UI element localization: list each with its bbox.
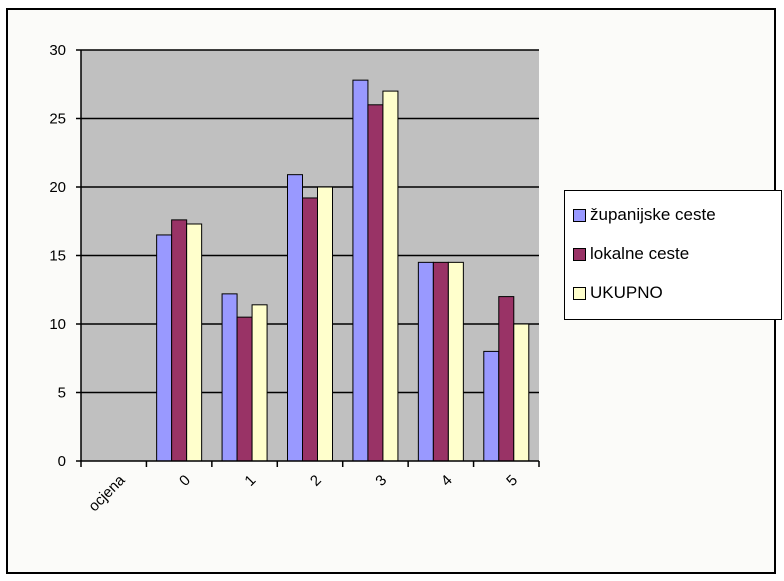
bar: [186, 223, 203, 462]
x-axis-ticks: ocjena 0 1 2 3 4 5: [80, 461, 540, 515]
legend-item: UKUPNO: [573, 283, 663, 303]
bar: [221, 293, 238, 462]
bar: [382, 90, 399, 462]
bar: [483, 350, 500, 462]
y-tick-label: 10: [49, 316, 66, 333]
bar: [498, 296, 515, 462]
legend-item: lokalne ceste: [573, 244, 689, 264]
legend-swatch: [573, 208, 586, 222]
y-tick-label: 30: [49, 42, 66, 59]
x-tick-label: 2: [307, 472, 325, 490]
bar: [251, 304, 268, 462]
bar: [352, 79, 369, 462]
bar: [432, 261, 449, 462]
y-tick-label: 0: [58, 453, 66, 470]
x-tick-label: 0: [176, 472, 194, 490]
bar: [156, 234, 173, 462]
bars: [156, 79, 530, 462]
legend-item: županijske ceste: [573, 205, 716, 225]
x-tick-label: 5: [503, 472, 521, 490]
bar: [447, 261, 464, 462]
legend-label: UKUPNO: [590, 283, 663, 302]
legend-swatch: [573, 247, 586, 261]
legend-label: lokalne ceste: [590, 244, 690, 263]
bar: [236, 316, 253, 462]
x-tick-label: 3: [372, 472, 390, 490]
y-tick-label: 20: [49, 179, 66, 196]
bar: [513, 323, 530, 462]
y-axis-ticks: 0 5 10 15 20 25 30: [49, 42, 81, 470]
bar: [317, 186, 333, 462]
bar: [287, 174, 303, 462]
y-tick-label: 25: [49, 111, 66, 128]
bar: [417, 261, 434, 462]
x-tick-label: ocjena: [85, 471, 129, 515]
bar: [367, 104, 384, 462]
legend-swatch: [573, 286, 586, 300]
y-tick-label: 5: [58, 385, 66, 402]
legend: županijske ceste lokalne ceste UKUPNO: [564, 190, 782, 320]
y-tick-label: 15: [49, 248, 66, 265]
x-tick-label: 1: [241, 472, 259, 490]
bar: [302, 197, 318, 462]
x-tick-label: 4: [438, 472, 456, 490]
legend-label: županijske ceste: [590, 205, 716, 224]
bar: [171, 219, 188, 462]
